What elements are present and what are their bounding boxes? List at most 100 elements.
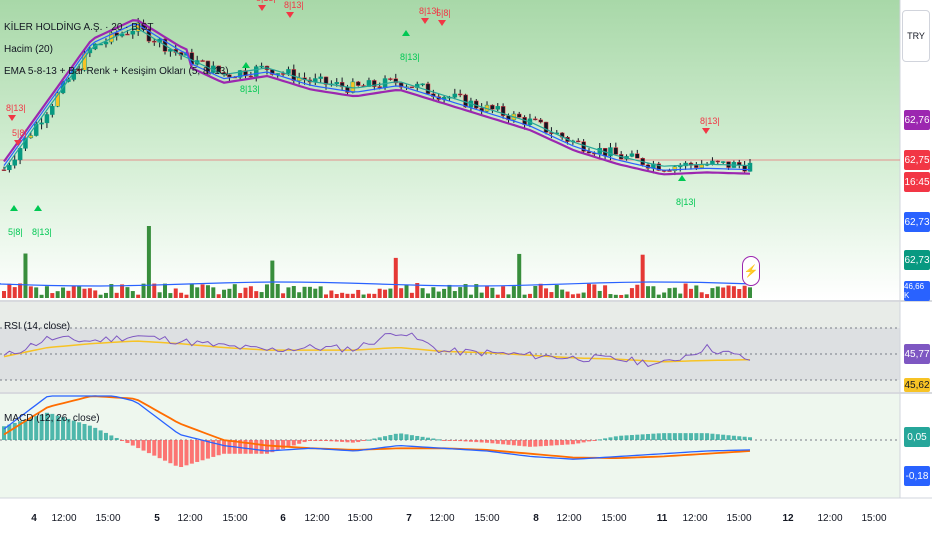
price-tag-label: 62,73 <box>904 254 930 266</box>
ema-indicator-label[interactable]: EMA 5-8-13 + Bar Renk + Kesişim Okları (… <box>4 66 229 77</box>
volume-bar <box>710 288 715 298</box>
sell-arrow-icon <box>438 20 446 26</box>
candle-body <box>393 78 399 84</box>
macd-hist-bar <box>576 440 581 444</box>
candle-body <box>323 76 329 85</box>
lightning-icon[interactable]: ⚡ <box>742 256 760 286</box>
rsi-ma-line <box>3 340 751 363</box>
time-axis-label: 15:00 <box>861 513 887 524</box>
candle-body <box>629 153 635 157</box>
main-pane-background <box>0 0 900 300</box>
time-axis-label: 12:00 <box>304 513 330 524</box>
volume-bar <box>597 290 602 298</box>
candle-body <box>543 121 549 133</box>
volume-bar <box>517 253 522 298</box>
candle-body <box>355 81 361 86</box>
sell-arrow-icon <box>8 115 16 121</box>
volume-bar <box>77 286 82 298</box>
macd-hist-bar <box>248 440 253 454</box>
rsi-tag-label: 45,62 <box>904 379 930 391</box>
time-axis-label: 12:00 <box>682 513 708 524</box>
candle-body <box>720 161 726 163</box>
time-axis-label: 12:00 <box>429 513 455 524</box>
volume-bar <box>34 287 39 298</box>
candle-body <box>694 165 699 168</box>
sell-arrow-icon <box>286 12 294 18</box>
volume-bar <box>205 285 210 298</box>
volume-bar <box>624 294 629 298</box>
sell-arrow-icon <box>14 140 22 146</box>
macd-hist-bar <box>109 435 114 440</box>
macd-hist-bar <box>211 440 216 457</box>
candle-body <box>253 66 259 77</box>
macd-hist-bar <box>468 440 473 442</box>
macd-hist-bar <box>399 433 404 440</box>
volume-bar <box>404 284 409 298</box>
macd-hist-bar <box>366 439 371 441</box>
volume-bar <box>125 287 130 298</box>
volume-bar <box>313 288 318 298</box>
macd-hist-bar <box>130 440 135 446</box>
macd-hist-bar <box>345 440 350 443</box>
volume-bar <box>511 286 516 298</box>
volume-bar <box>533 286 538 298</box>
price-tag-volume: 46,66 K <box>904 281 930 301</box>
macd-hist-bar <box>651 433 656 440</box>
macd-hist-bar <box>565 440 570 445</box>
volume-bar <box>683 283 688 298</box>
candle-body <box>237 70 243 78</box>
macd-hist-bar <box>554 440 559 446</box>
candle-body <box>747 162 753 172</box>
rsi-tag-label: 45,77 <box>904 348 930 360</box>
macd-hist-bar <box>302 440 307 443</box>
volume-bar <box>560 289 565 298</box>
volume-bar <box>425 293 430 298</box>
volume-indicator-label[interactable]: Hacim (20) <box>4 44 53 55</box>
macd-hist-bar <box>61 417 66 440</box>
candle-body <box>377 86 382 88</box>
candle-body <box>125 33 130 36</box>
candle-body <box>490 104 495 110</box>
volume-bar <box>163 283 168 298</box>
macd-hist-bar <box>463 440 468 442</box>
volume-bar <box>340 292 345 298</box>
volume-bar <box>146 226 151 298</box>
volume-bar <box>264 284 269 298</box>
macd-hist-bar <box>50 413 55 440</box>
macd-hist-bar <box>291 440 296 446</box>
time-axis-label: 4 <box>31 513 37 524</box>
price-tag-last: 62,75 <box>904 150 930 170</box>
volume-ma-line <box>0 281 751 287</box>
volume-bar <box>232 284 237 298</box>
volume-bar <box>195 287 200 298</box>
candle-body <box>259 65 264 68</box>
volume-bar <box>501 286 506 298</box>
macd-hist-bar <box>656 433 661 440</box>
currency-button[interactable]: TRY <box>902 10 930 62</box>
volume-bar <box>538 283 543 298</box>
macd-hist-bar <box>120 440 125 441</box>
volume-bar <box>527 293 532 298</box>
volume-bar <box>388 288 393 298</box>
macd-hist-bar <box>436 439 441 441</box>
macd-tag-label: 0,05 <box>907 431 927 443</box>
macd-hist-bar <box>544 440 549 446</box>
cross-signal-label: 5|8| <box>436 8 451 18</box>
candle-body <box>742 165 747 172</box>
macd-hist-bar <box>388 434 393 440</box>
macd-hist-bar <box>98 430 103 440</box>
candle-body <box>398 82 404 88</box>
rsi-indicator-label[interactable]: RSI (14, close) <box>4 321 71 332</box>
macd-hist-bar <box>18 421 23 440</box>
candle-body <box>388 78 393 80</box>
ema8-line <box>3 23 751 171</box>
macd-hist-bar <box>329 440 334 442</box>
macd-hist-bar <box>2 426 6 440</box>
macd-hist-bar <box>517 440 522 446</box>
time-axis-label: 15:00 <box>726 513 752 524</box>
candle-body <box>76 68 82 71</box>
volume-bar <box>672 287 677 298</box>
candle-body <box>50 105 55 115</box>
macd-indicator-label[interactable]: MACD (12, 26, close) <box>4 413 100 424</box>
